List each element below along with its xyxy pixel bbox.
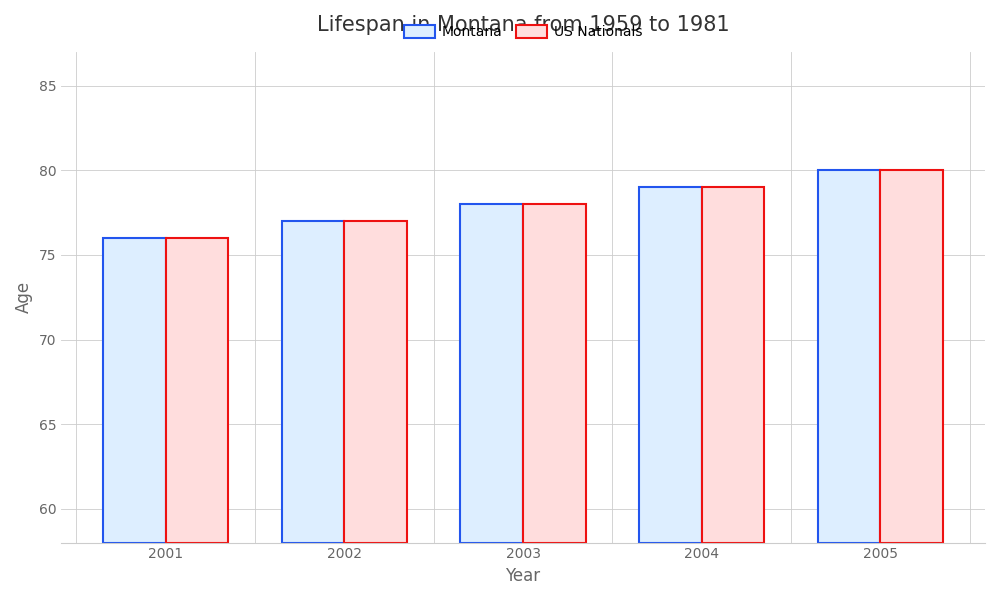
Bar — [103, 238, 166, 542]
Bar — [818, 170, 880, 542]
Bar — [880, 170, 943, 542]
Bar — [344, 221, 407, 542]
Y-axis label: Age: Age — [15, 281, 33, 313]
Bar — [282, 221, 344, 542]
Bar — [460, 204, 523, 542]
X-axis label: Year: Year — [505, 567, 541, 585]
Legend: Montana, US Nationals: Montana, US Nationals — [398, 20, 648, 44]
Bar — [523, 204, 586, 542]
Title: Lifespan in Montana from 1959 to 1981: Lifespan in Montana from 1959 to 1981 — [317, 15, 729, 35]
Bar — [702, 187, 764, 542]
Bar — [166, 238, 228, 542]
Bar — [639, 187, 702, 542]
